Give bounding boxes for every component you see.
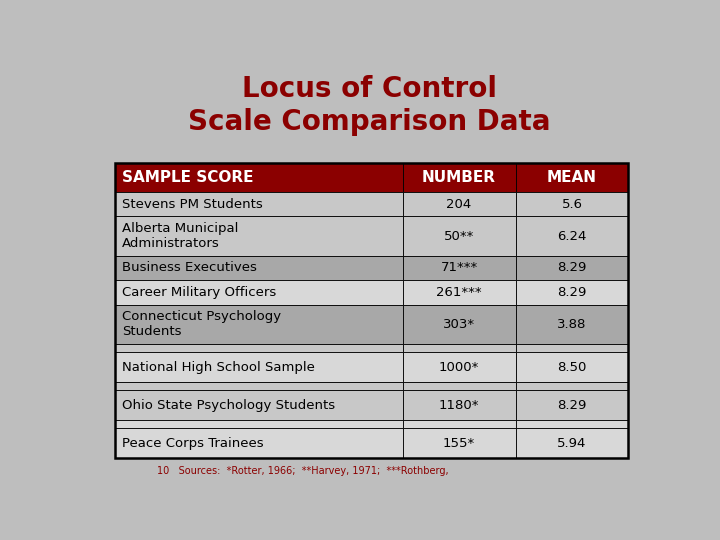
Bar — [402, 353, 516, 382]
Bar — [115, 344, 402, 353]
Bar — [115, 420, 402, 428]
Bar — [402, 163, 516, 192]
Text: SAMPLE SCORE: SAMPLE SCORE — [122, 170, 253, 185]
Bar — [402, 217, 516, 255]
Text: 8.50: 8.50 — [557, 361, 587, 374]
Text: 8.29: 8.29 — [557, 261, 587, 274]
Bar — [115, 217, 402, 255]
Text: Locus of Control: Locus of Control — [241, 75, 497, 103]
Text: MEAN: MEAN — [547, 170, 597, 185]
Text: 1180*: 1180* — [438, 399, 480, 411]
Bar — [516, 280, 629, 305]
Bar — [402, 390, 516, 420]
Bar — [516, 217, 629, 255]
Text: 303*: 303* — [443, 318, 475, 330]
Bar — [115, 163, 402, 192]
Bar — [115, 428, 402, 458]
Text: 5.6: 5.6 — [562, 198, 582, 211]
Text: Alberta Municipal
Administrators: Alberta Municipal Administrators — [122, 222, 238, 250]
Bar — [115, 163, 629, 458]
Text: National High School Sample: National High School Sample — [122, 361, 315, 374]
Text: Career Military Officers: Career Military Officers — [122, 286, 276, 299]
Text: 8.29: 8.29 — [557, 286, 587, 299]
Bar — [402, 428, 516, 458]
Text: 155*: 155* — [443, 436, 475, 449]
Bar — [516, 420, 629, 428]
Bar — [115, 255, 402, 280]
Bar — [115, 353, 402, 382]
Bar — [516, 428, 629, 458]
Bar — [115, 382, 402, 390]
Bar — [402, 192, 516, 217]
Text: 6.24: 6.24 — [557, 230, 587, 242]
Text: Peace Corps Trainees: Peace Corps Trainees — [122, 436, 264, 449]
Bar — [516, 344, 629, 353]
Text: 8.29: 8.29 — [557, 399, 587, 411]
Text: Ohio State Psychology Students: Ohio State Psychology Students — [122, 399, 335, 411]
Bar — [516, 390, 629, 420]
Text: 1000*: 1000* — [439, 361, 480, 374]
Bar — [402, 255, 516, 280]
Bar — [516, 305, 629, 344]
Bar — [115, 192, 402, 217]
Text: 3.88: 3.88 — [557, 318, 587, 330]
Bar — [516, 382, 629, 390]
Bar — [516, 163, 629, 192]
Text: Scale Comparison Data: Scale Comparison Data — [188, 109, 550, 137]
Text: 10   Sources:  *Rotter, 1966;  **Harvey, 1971;  ***Rothberg,: 10 Sources: *Rotter, 1966; **Harvey, 197… — [157, 467, 449, 476]
Bar — [516, 192, 629, 217]
Bar — [402, 305, 516, 344]
Text: 204: 204 — [446, 198, 472, 211]
Text: 50**: 50** — [444, 230, 474, 242]
Text: 5.94: 5.94 — [557, 436, 587, 449]
Bar — [402, 420, 516, 428]
Bar — [402, 344, 516, 353]
Bar — [516, 255, 629, 280]
Bar — [516, 353, 629, 382]
Text: 261***: 261*** — [436, 286, 482, 299]
Bar — [115, 280, 402, 305]
Text: Business Executives: Business Executives — [122, 261, 257, 274]
Text: Stevens PM Students: Stevens PM Students — [122, 198, 263, 211]
Bar — [402, 280, 516, 305]
Text: 71***: 71*** — [441, 261, 477, 274]
Text: Connecticut Psychology
Students: Connecticut Psychology Students — [122, 310, 281, 338]
Bar — [115, 390, 402, 420]
Bar — [402, 382, 516, 390]
Bar — [115, 305, 402, 344]
Text: NUMBER: NUMBER — [422, 170, 496, 185]
